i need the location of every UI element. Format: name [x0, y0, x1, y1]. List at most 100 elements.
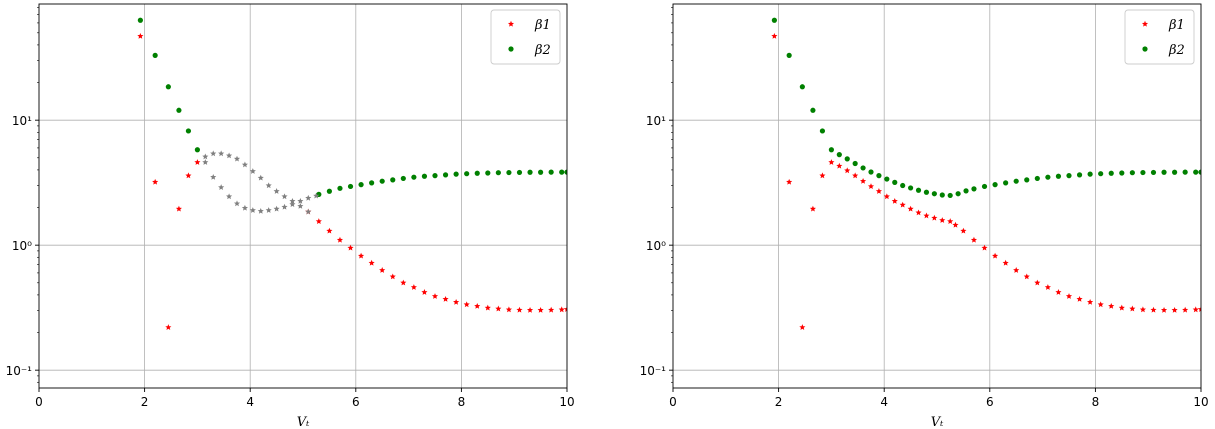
data-point [907, 205, 914, 212]
data-point [210, 173, 217, 180]
axes-frame [38, 3, 568, 389]
data-point [908, 185, 914, 191]
data-point [152, 52, 158, 58]
data-point [297, 203, 304, 209]
legend-label: β2 [534, 43, 551, 58]
data-point [431, 293, 439, 299]
data-point [799, 84, 805, 90]
series-2 [771, 17, 1201, 199]
data-point [527, 169, 533, 175]
chart-panel-2: 0 2 4 6 8 10 10⁻¹ 10⁰ 10¹ Vₜ β1 β2 [640, 3, 1209, 429]
data-point [297, 197, 304, 204]
data-point [527, 306, 534, 313]
series-3 [202, 150, 320, 215]
data-point [379, 178, 385, 184]
data-point [559, 169, 565, 175]
data-point [1013, 267, 1020, 273]
data-point [1192, 306, 1199, 313]
data-point [548, 306, 555, 313]
y-tick-label: 10⁰ [12, 239, 32, 253]
legend: β1 β2 [490, 9, 561, 65]
chart-panel-1: 0 2 4 6 8 10 10⁻¹ 10⁰ 10¹ Vₜ β1 β2 [6, 3, 575, 429]
data-point [400, 279, 407, 286]
data-point [931, 214, 938, 221]
data-point [1034, 175, 1040, 182]
data-point [844, 167, 851, 174]
legend-box [490, 9, 561, 65]
data-point [819, 172, 826, 179]
data-point [1003, 180, 1009, 186]
data-point [952, 221, 959, 228]
data-point [828, 147, 835, 153]
data-point [884, 176, 890, 182]
x-tick-label: 4 [880, 395, 888, 409]
data-point [1065, 293, 1073, 299]
data-point [1108, 170, 1114, 176]
data-point [313, 192, 320, 199]
data-point [185, 172, 192, 179]
data-point [1129, 305, 1136, 312]
data-point [326, 227, 333, 234]
legend-label: β1 [534, 18, 551, 33]
x-tick-label: 4 [246, 395, 254, 409]
data-point [165, 84, 171, 90]
data-point [194, 147, 200, 153]
data-point [442, 172, 449, 178]
data-point [971, 186, 977, 192]
data-point [421, 289, 428, 295]
legend-box [1124, 9, 1195, 65]
data-point [860, 177, 867, 184]
data-point [828, 159, 835, 165]
data-point [1150, 169, 1157, 176]
data-point [289, 201, 296, 207]
data-point [218, 150, 225, 157]
data-point [326, 188, 332, 194]
data-point [1087, 298, 1094, 305]
y-tick-label: 10¹ [12, 114, 32, 128]
legend: β1 β2 [1124, 9, 1195, 65]
legend-label: β1 [1168, 18, 1185, 33]
x-tick-label: 6 [352, 395, 360, 409]
data-point [992, 252, 999, 259]
data-point [273, 205, 280, 212]
data-point [233, 200, 241, 207]
data-point [495, 170, 501, 176]
data-point [347, 244, 354, 251]
x-tick-label: 0 [669, 395, 677, 409]
legend-marker [507, 20, 515, 27]
data-point [474, 170, 480, 176]
data-point [281, 203, 288, 210]
data-point [315, 218, 322, 224]
data-point [970, 236, 977, 243]
x-tick-label: 2 [775, 395, 783, 409]
data-point [369, 180, 375, 186]
legend-marker [1141, 20, 1149, 27]
data-point [1013, 178, 1019, 184]
data-point [241, 204, 248, 211]
data-point [411, 174, 417, 180]
data-point [1129, 170, 1135, 176]
data-point [1044, 284, 1051, 290]
data-point [876, 173, 882, 179]
x-tick-label: 8 [458, 395, 466, 409]
data-point [563, 306, 567, 312]
x-tick-label: 2 [141, 395, 149, 409]
data-point [1182, 306, 1189, 313]
data-point [875, 188, 882, 194]
data-point [453, 298, 460, 305]
data-point [947, 218, 954, 224]
data-point [538, 169, 544, 175]
data-point [809, 205, 816, 212]
data-point [210, 150, 217, 157]
data-point [1119, 170, 1125, 176]
data-point [1076, 172, 1083, 178]
y-tick-label: 10⁻¹ [640, 364, 667, 378]
data-point [506, 169, 512, 176]
data-point [883, 193, 890, 200]
data-point [233, 155, 241, 162]
data-point [981, 183, 988, 190]
data-point [368, 259, 375, 266]
data-point [960, 227, 967, 234]
data-point [336, 236, 343, 243]
